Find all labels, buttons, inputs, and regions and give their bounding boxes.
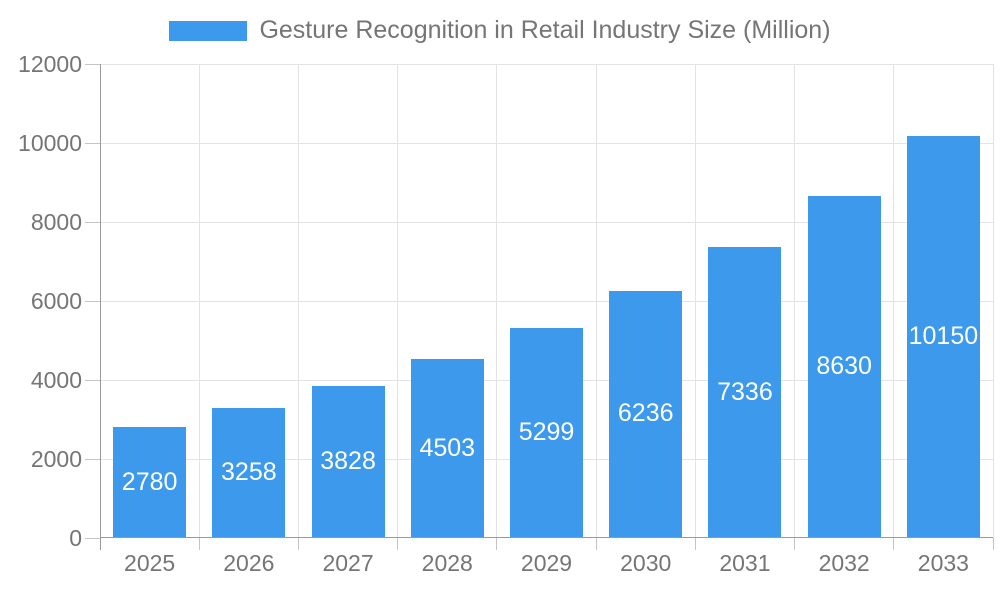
y-tick-label: 2000 <box>30 445 82 472</box>
v-gridline <box>496 64 498 538</box>
bar-value-label: 8630 <box>816 352 872 381</box>
v-gridline <box>992 64 994 538</box>
h-gridline <box>100 301 993 302</box>
h-gridline <box>100 222 993 223</box>
v-gridline <box>893 64 895 538</box>
y-tick-label: 12000 <box>18 50 82 77</box>
bar-2026[interactable]: 3258 <box>212 408 286 537</box>
x-tick-label-2028: 2028 <box>421 550 473 576</box>
x-tick-label-2033: 2033 <box>917 550 969 576</box>
y-axis-tick <box>85 222 100 223</box>
bar-value-label: 7336 <box>717 377 773 406</box>
bar-value-label: 2780 <box>121 467 178 496</box>
bar-value-label: 10150 <box>908 322 979 351</box>
bar-2030[interactable]: 6236 <box>609 290 683 537</box>
legend-swatch-icon <box>169 20 248 41</box>
x-axis-tick <box>496 538 498 550</box>
v-gridline <box>297 64 299 538</box>
x-axis-tick <box>992 538 994 550</box>
bar-2031[interactable]: 7336 <box>708 247 782 537</box>
x-tick-label-2026: 2026 <box>223 550 275 576</box>
plot-area: 0 2000 4000 6000 8000 10000 12000 2780 2025 3258 2… <box>18 52 994 575</box>
y-axis-tick <box>85 143 100 144</box>
y-tick-label: 0 <box>69 524 82 551</box>
bar-2029[interactable]: 5299 <box>510 327 583 537</box>
y-axis-tick <box>85 380 100 381</box>
y-axis-tick <box>85 64 100 65</box>
y-axis-tick <box>85 459 100 460</box>
bar-2033[interactable]: 10150 <box>906 136 980 537</box>
x-tick-label-2027: 2027 <box>322 550 374 576</box>
v-gridline <box>595 64 597 538</box>
bar-value-label: 3258 <box>221 458 277 487</box>
bar-2025[interactable]: 2780 <box>113 427 187 537</box>
bar-2028[interactable]: 4503 <box>410 359 484 537</box>
y-tick-label: 8000 <box>30 208 82 235</box>
legend-label: Gesture Recognition in Retail Industry S… <box>259 16 831 44</box>
bar-value-label: 6236 <box>617 399 674 428</box>
x-axis-tick <box>893 538 895 550</box>
y-tick-label: 10000 <box>18 129 82 156</box>
x-tick-label-2032: 2032 <box>818 550 870 576</box>
legend[interactable]: Gesture Recognition in Retail Industry S… <box>0 16 1000 45</box>
v-gridline <box>694 64 696 538</box>
v-gridline <box>198 64 200 538</box>
y-axis-tick <box>85 301 100 302</box>
h-gridline <box>100 64 993 65</box>
x-axis-tick <box>297 538 299 550</box>
x-axis-baseline <box>100 537 993 538</box>
y-tick-label: 4000 <box>30 366 82 393</box>
v-gridline <box>397 64 399 538</box>
h-gridline <box>100 143 993 144</box>
x-axis-tick <box>198 538 200 550</box>
y-tick-label: 6000 <box>30 287 82 314</box>
y-axis-line <box>100 64 101 550</box>
bar-value-label: 5299 <box>518 417 575 446</box>
v-gridline <box>794 64 796 538</box>
bar-value-label: 3828 <box>320 446 376 475</box>
bar-value-label: 4503 <box>419 433 476 462</box>
y-axis-tick <box>85 538 100 539</box>
x-tick-label-2030: 2030 <box>620 550 672 576</box>
bar-2027[interactable]: 3828 <box>311 385 385 537</box>
x-axis-tick <box>794 538 796 550</box>
x-tick-label-2025: 2025 <box>124 550 176 576</box>
x-tick-label-2031: 2031 <box>719 550 771 576</box>
x-axis-tick <box>694 538 696 550</box>
bar-2032[interactable]: 8630 <box>807 196 881 537</box>
x-axis-tick <box>595 538 597 550</box>
x-axis-tick <box>397 538 399 550</box>
x-tick-label-2029: 2029 <box>520 550 573 576</box>
